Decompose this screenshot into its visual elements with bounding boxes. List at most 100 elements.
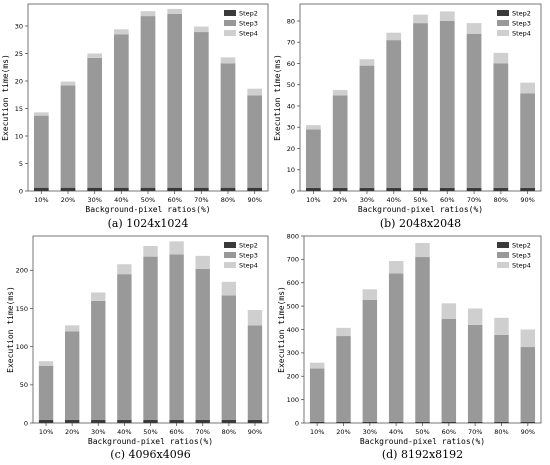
chart-1-bar-step2 xyxy=(114,187,129,191)
chart-2-legend-swatch-step2 xyxy=(497,10,509,16)
chart-1-bar-step2 xyxy=(194,187,209,191)
chart-1-x-tick-label: 30% xyxy=(87,196,101,204)
chart-1-bar-step3 xyxy=(87,57,102,188)
chart-1-bar-step2 xyxy=(220,187,236,191)
chart-2-bar-step2 xyxy=(359,187,375,191)
chart-4-x-tick-label: 30% xyxy=(363,428,377,436)
chart-1-legend-swatch-step3 xyxy=(224,20,236,26)
chart-2-bar-step3 xyxy=(332,95,348,188)
chart-2-legend-label: Step4 xyxy=(512,30,531,38)
chart-2-x-tick-label: 10% xyxy=(306,196,320,204)
chart-4-legend-swatch-step2 xyxy=(497,242,509,248)
chart-2-bar-step3 xyxy=(413,23,428,188)
chart-3-bar-step3 xyxy=(169,254,184,420)
chart-1-x-axis-title: Background-pixel ratios(%) xyxy=(85,205,210,214)
chart-3-bar-step2 xyxy=(91,419,106,423)
chart-4-y-tick-label: 800 xyxy=(287,232,299,240)
chart-1-legend-swatch-step2 xyxy=(224,10,236,16)
chart-3-bar-step4 xyxy=(91,292,106,301)
chart-4-bar-step2 xyxy=(309,421,325,423)
chart-2-y-tick-label: 30 xyxy=(287,124,295,132)
chart-2-x-tick-label: 30% xyxy=(360,196,374,204)
chart-4-bar-step4 xyxy=(467,308,483,325)
chart-1-x-tick-label: 10% xyxy=(34,196,48,204)
chart-1-bar-step2 xyxy=(140,187,156,191)
chart-4-bar-step2 xyxy=(415,421,430,423)
chart-2-bar-step2 xyxy=(520,187,535,191)
chart-2-bar-step4 xyxy=(439,11,455,21)
chart-4-x-tick-label: 20% xyxy=(336,428,350,436)
chart-4-bar-step4 xyxy=(494,317,509,335)
chart-3-x-axis-title: Background-pixel ratios(%) xyxy=(88,437,213,446)
chart-1-bar-step2 xyxy=(60,187,76,191)
chart-4-bar-step4 xyxy=(441,303,457,319)
chart-1-y-tick-label: 25 xyxy=(15,50,23,58)
chart-1-bar-step4 xyxy=(114,29,129,35)
chart-4-legend-label: Step3 xyxy=(512,252,531,260)
chart-1-x-tick-label: 20% xyxy=(61,196,75,204)
chart-4-bar-step2 xyxy=(441,421,457,423)
chart-1-y-tick-label: 20 xyxy=(15,77,23,85)
chart-4-bar-step2 xyxy=(467,421,483,423)
chart-3-bar-step3 xyxy=(117,274,132,420)
chart-2-legend-label: Step2 xyxy=(512,10,531,18)
chart-1-bar-step3 xyxy=(167,13,182,188)
chart-2-y-tick-label: 80 xyxy=(287,17,295,25)
chart-1-bar-step4 xyxy=(87,53,102,58)
chart-2-x-tick-label: 40% xyxy=(386,196,400,204)
chart-4-bar-step3 xyxy=(336,336,351,422)
chart-2-x-tick-label: 50% xyxy=(413,196,427,204)
chart-4-x-tick-label: 70% xyxy=(468,428,482,436)
chart-4-x-tick-label: 80% xyxy=(494,428,508,436)
chart-2-bar-step3 xyxy=(520,93,535,188)
chart-1-bar-step4 xyxy=(167,8,182,14)
chart-3-bar-step4 xyxy=(117,264,132,275)
chart-4-bar-step3 xyxy=(467,324,483,422)
chart-4-y-tick-label: 700 xyxy=(287,256,299,264)
chart-2-bar-step3 xyxy=(359,65,375,188)
chart-3-y-tick-label: 100 xyxy=(16,343,28,351)
chart-1-y-axis-title: Execution time(ms) xyxy=(1,54,10,141)
chart-3-x-tick-label: 50% xyxy=(143,428,157,436)
chart-1-bar-step3 xyxy=(60,85,76,188)
chart-1-bar-step3 xyxy=(247,95,262,188)
chart-1-bar-step4 xyxy=(60,81,76,86)
chart-3-bar-step2 xyxy=(247,419,263,423)
chart-4-bar-step2 xyxy=(520,421,536,423)
chart-3-y-tick-label: 150 xyxy=(16,305,28,313)
chart-4-y-tick-label: 600 xyxy=(287,279,299,287)
chart-2-bar-step2 xyxy=(332,187,348,191)
chart-2-bar-step3 xyxy=(493,63,509,188)
chart-2-bar-step3 xyxy=(439,21,455,188)
chart-4-legend-label: Step2 xyxy=(512,242,531,250)
chart-1-x-tick-label: 50% xyxy=(141,196,155,204)
chart-3-x-tick-label: 10% xyxy=(39,428,53,436)
chart-3-caption: (c) 4096x4096 xyxy=(110,448,190,461)
chart-1-x-tick-label: 40% xyxy=(114,196,128,204)
chart-4-bar-step4 xyxy=(388,261,404,274)
chart-4-y-tick-label: 300 xyxy=(287,349,299,357)
chart-3-bar-step3 xyxy=(91,300,106,420)
chart-4-y-tick-label: 200 xyxy=(287,373,299,381)
chart-3-bar-step4 xyxy=(195,255,210,269)
chart-1-bar-step3 xyxy=(114,34,129,188)
chart-1-bar-step4 xyxy=(194,26,209,33)
chart-3-y-tick-label: 50 xyxy=(20,381,28,389)
chart-1-legend-swatch-step4 xyxy=(224,30,236,36)
chart-1-legend-label: Step2 xyxy=(239,10,258,18)
chart-1-y-tick-label: 15 xyxy=(15,105,23,113)
chart-1-y-tick-label: 5 xyxy=(19,160,23,168)
chart-3-bar-step2 xyxy=(38,419,54,423)
chart-3-bar-step4 xyxy=(221,281,237,296)
chart-4-y-tick-label: 500 xyxy=(287,302,299,310)
chart-2-x-tick-label: 80% xyxy=(494,196,508,204)
chart-3-bar-step2 xyxy=(195,419,210,423)
chart-4-bar-step2 xyxy=(388,421,404,423)
chart-4-y-axis-title: Execution time(ms) xyxy=(277,286,286,373)
chart-3-bar-step4 xyxy=(247,310,263,326)
chart-2-bar-step2 xyxy=(466,187,482,191)
chart-2-bar-step2 xyxy=(439,187,455,191)
chart-3-legend-label: Step4 xyxy=(239,262,258,270)
chart-1-y-tick-label: 0 xyxy=(19,187,23,195)
